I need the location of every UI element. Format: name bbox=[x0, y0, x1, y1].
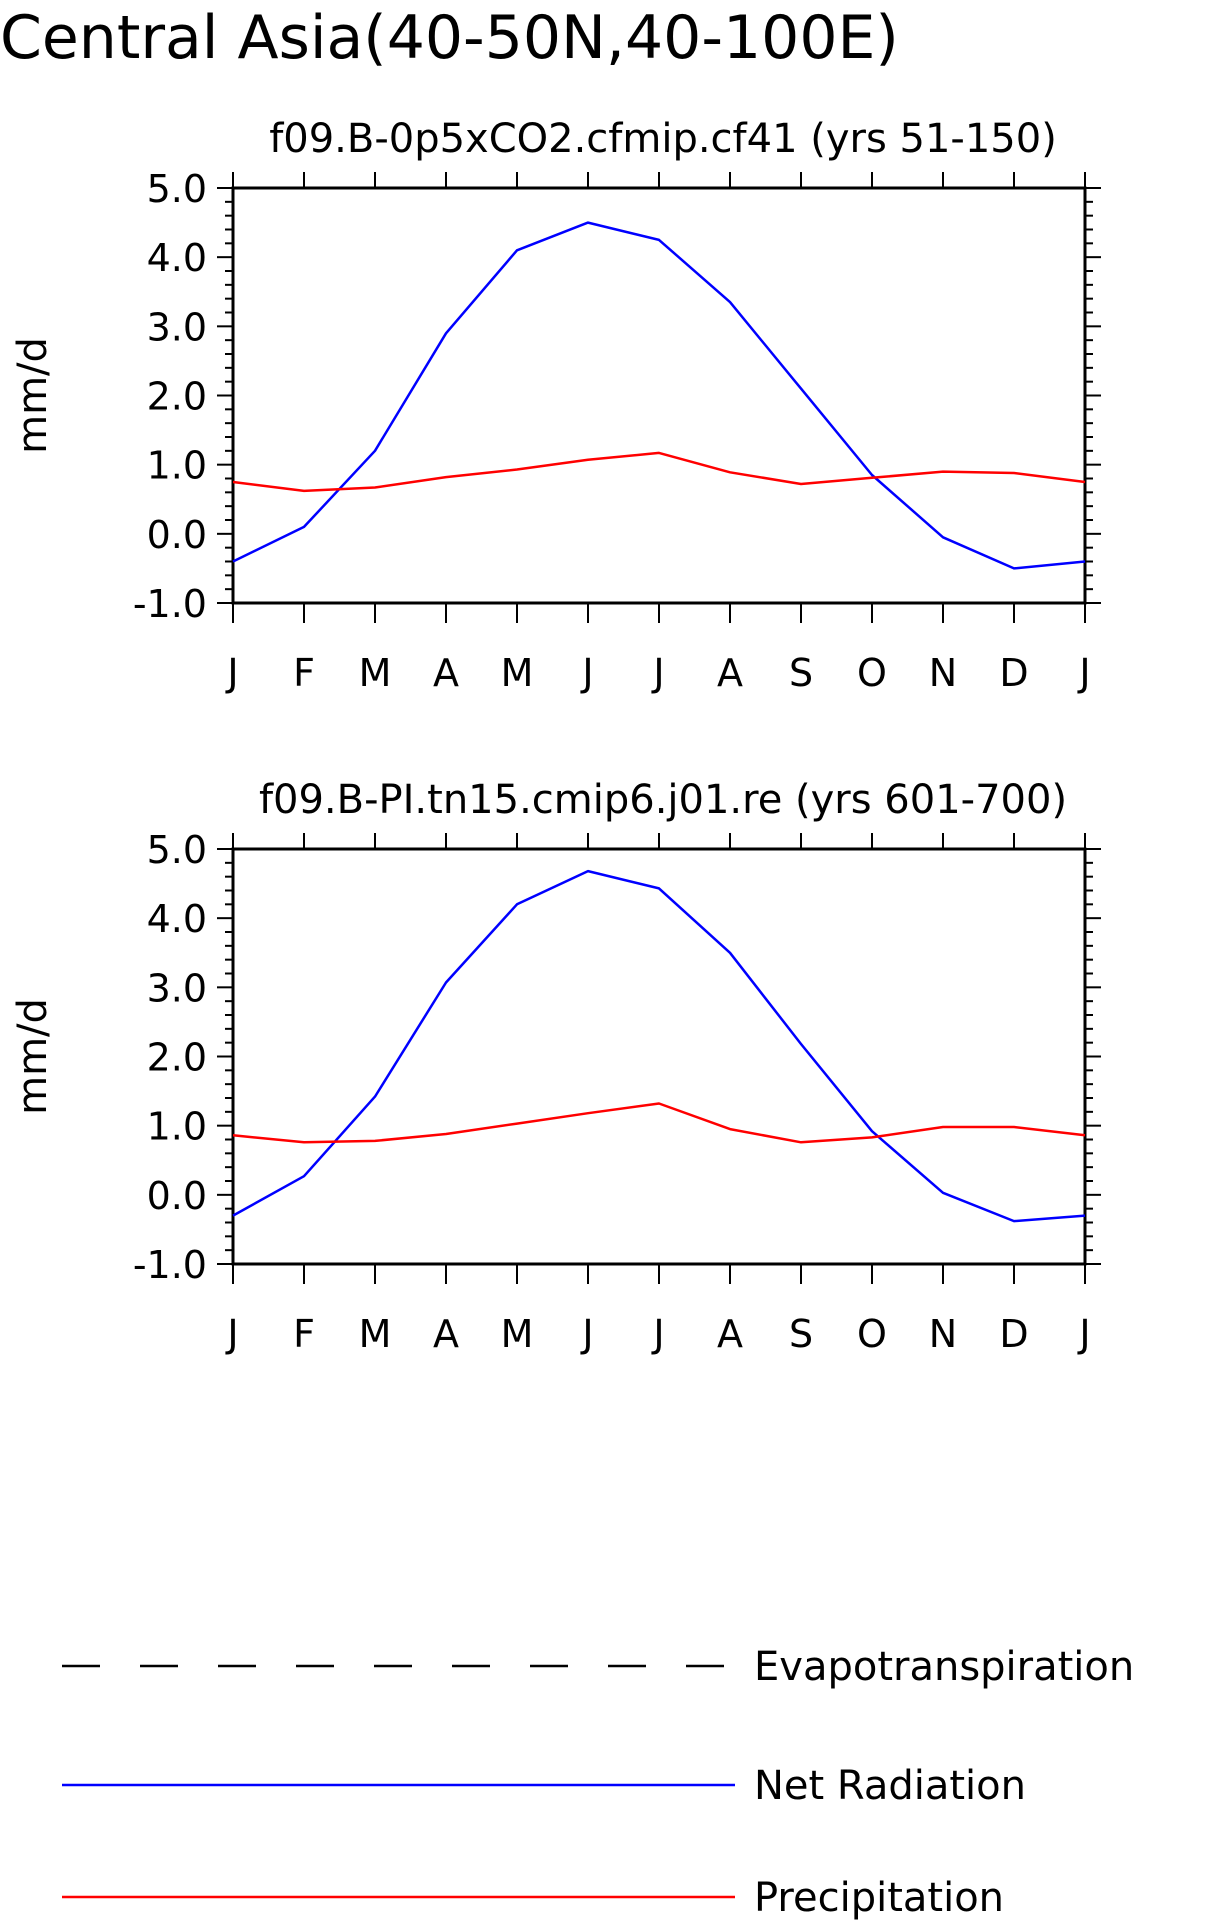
y-tick-label: 1.0 bbox=[147, 1105, 207, 1149]
panel-title: f09.B-PI.tn15.cmip6.j01.re (yrs 601-700) bbox=[259, 777, 1067, 823]
x-tick-label: M bbox=[359, 651, 392, 695]
y-tick-label: -1.0 bbox=[133, 582, 207, 626]
x-tick-label: N bbox=[929, 1312, 957, 1356]
panel-title: f09.B-0p5xCO2.cfmip.cf41 (yrs 51-150) bbox=[269, 116, 1057, 162]
x-tick-label: J bbox=[580, 1312, 593, 1356]
x-tick-label: J bbox=[225, 1312, 238, 1356]
x-tick-label: J bbox=[651, 1312, 664, 1356]
y-tick-label: 5.0 bbox=[147, 828, 207, 872]
y-tick-label: 2.0 bbox=[147, 375, 207, 419]
x-tick-label: J bbox=[580, 651, 593, 695]
y-tick-label: -1.0 bbox=[133, 1243, 207, 1287]
y-tick-label: 2.0 bbox=[147, 1036, 207, 1080]
y-tick-label: 5.0 bbox=[147, 167, 207, 211]
plot-frame bbox=[231, 847, 1087, 1266]
y-axis-label: mm/d bbox=[10, 998, 56, 1115]
y-tick-label: 3.0 bbox=[147, 966, 207, 1010]
series-line-net-radiation bbox=[232, 869, 1086, 1223]
series-line-precipitation bbox=[232, 451, 1086, 493]
legend-label-precipitation: Precipitation bbox=[754, 1875, 1004, 1921]
x-tick-label: J bbox=[651, 651, 664, 695]
x-tick-label: J bbox=[1077, 1312, 1090, 1356]
legend-label-net-radiation: Net Radiation bbox=[754, 1763, 1026, 1809]
x-tick-label: D bbox=[999, 1312, 1028, 1356]
y-tick-label: 4.0 bbox=[147, 236, 207, 280]
x-tick-label: A bbox=[717, 651, 743, 695]
x-tick-label: A bbox=[433, 1312, 459, 1356]
series-line-precipitation bbox=[232, 1102, 1086, 1144]
x-tick-label: M bbox=[501, 651, 534, 695]
x-tick-label: J bbox=[225, 651, 238, 695]
legend-label-evapotranspiration: Evapotranspiration bbox=[754, 1644, 1134, 1690]
x-tick-label: F bbox=[293, 651, 315, 695]
x-tick-label: F bbox=[293, 1312, 315, 1356]
figure-title: Central Asia(40-50N,40-100E) bbox=[0, 3, 899, 73]
y-tick-label: 0.0 bbox=[147, 1174, 207, 1218]
y-axis-label: mm/d bbox=[10, 337, 56, 454]
x-tick-label: N bbox=[929, 651, 957, 695]
y-tick-label: 0.0 bbox=[147, 513, 207, 557]
x-tick-label: M bbox=[501, 1312, 534, 1356]
x-tick-label: S bbox=[789, 651, 813, 695]
chart-panel-top: f09.B-0p5xCO2.cfmip.cf41 (yrs 51-150) 5.0… bbox=[10, 116, 1101, 695]
y-tick-label: 4.0 bbox=[147, 897, 207, 941]
series-line-net-radiation bbox=[232, 221, 1086, 570]
chart-panel-bottom: f09.B-PI.tn15.cmip6.j01.re (yrs 601-700)… bbox=[10, 777, 1101, 1356]
x-tick-label: A bbox=[717, 1312, 743, 1356]
x-tick-label: M bbox=[359, 1312, 392, 1356]
x-tick-label: O bbox=[857, 651, 887, 695]
plot-frame bbox=[231, 186, 1087, 605]
y-tick-label: 3.0 bbox=[147, 305, 207, 349]
x-tick-label: O bbox=[857, 1312, 887, 1356]
legend: Evapotranspiration Net Radiation Precipita… bbox=[62, 1644, 1134, 1921]
x-tick-label: S bbox=[789, 1312, 813, 1356]
x-tick-label: A bbox=[433, 651, 459, 695]
x-tick-label: D bbox=[999, 651, 1028, 695]
x-tick-label: J bbox=[1077, 651, 1090, 695]
y-tick-label: 1.0 bbox=[147, 444, 207, 488]
